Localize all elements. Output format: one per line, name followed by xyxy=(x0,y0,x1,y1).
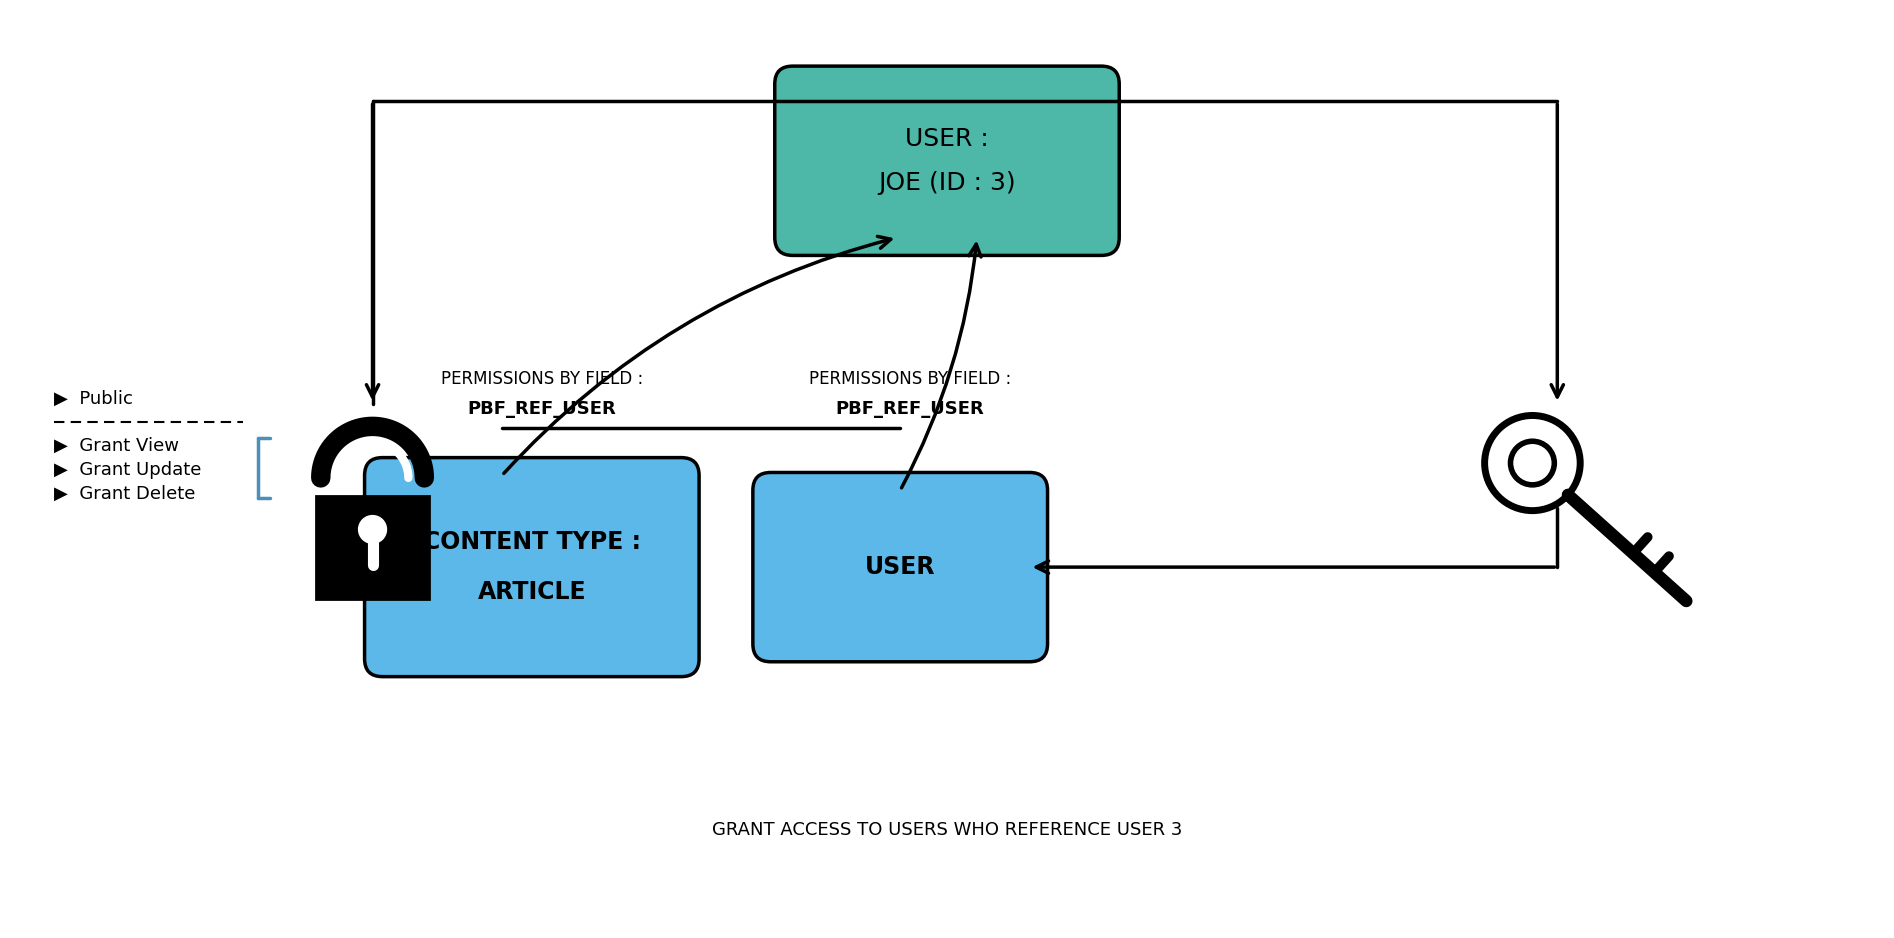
Text: USER :: USER : xyxy=(905,127,989,151)
Text: GRANT ACCESS TO USERS WHO REFERENCE USER 3: GRANT ACCESS TO USERS WHO REFERENCE USER… xyxy=(712,821,1182,839)
FancyBboxPatch shape xyxy=(316,496,430,598)
Text: PERMISSIONS BY FIELD :: PERMISSIONS BY FIELD : xyxy=(441,370,642,387)
FancyBboxPatch shape xyxy=(775,66,1119,255)
Text: USER: USER xyxy=(866,555,936,579)
Text: PBF_REF_USER: PBF_REF_USER xyxy=(468,400,616,417)
Text: ▶  Grant Update: ▶ Grant Update xyxy=(53,461,201,479)
Text: PBF_REF_USER: PBF_REF_USER xyxy=(835,400,985,417)
Text: ▶  Public: ▶ Public xyxy=(53,389,133,408)
Text: ARTICLE: ARTICLE xyxy=(477,580,585,604)
Circle shape xyxy=(1511,441,1555,485)
Text: PERMISSIONS BY FIELD :: PERMISSIONS BY FIELD : xyxy=(809,370,1011,387)
Text: JOE (ID : 3): JOE (ID : 3) xyxy=(879,171,1015,194)
FancyBboxPatch shape xyxy=(364,458,699,676)
Text: ▶  Grant Delete: ▶ Grant Delete xyxy=(53,485,195,503)
Text: ▶  Grant View: ▶ Grant View xyxy=(53,437,178,455)
FancyBboxPatch shape xyxy=(752,473,1047,662)
Text: CONTENT TYPE :: CONTENT TYPE : xyxy=(422,530,640,554)
Circle shape xyxy=(358,516,386,543)
Circle shape xyxy=(1485,416,1580,510)
